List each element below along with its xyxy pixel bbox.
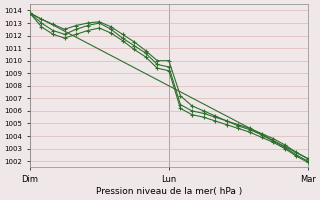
X-axis label: Pression niveau de la mer( hPa ): Pression niveau de la mer( hPa ) [96,187,242,196]
